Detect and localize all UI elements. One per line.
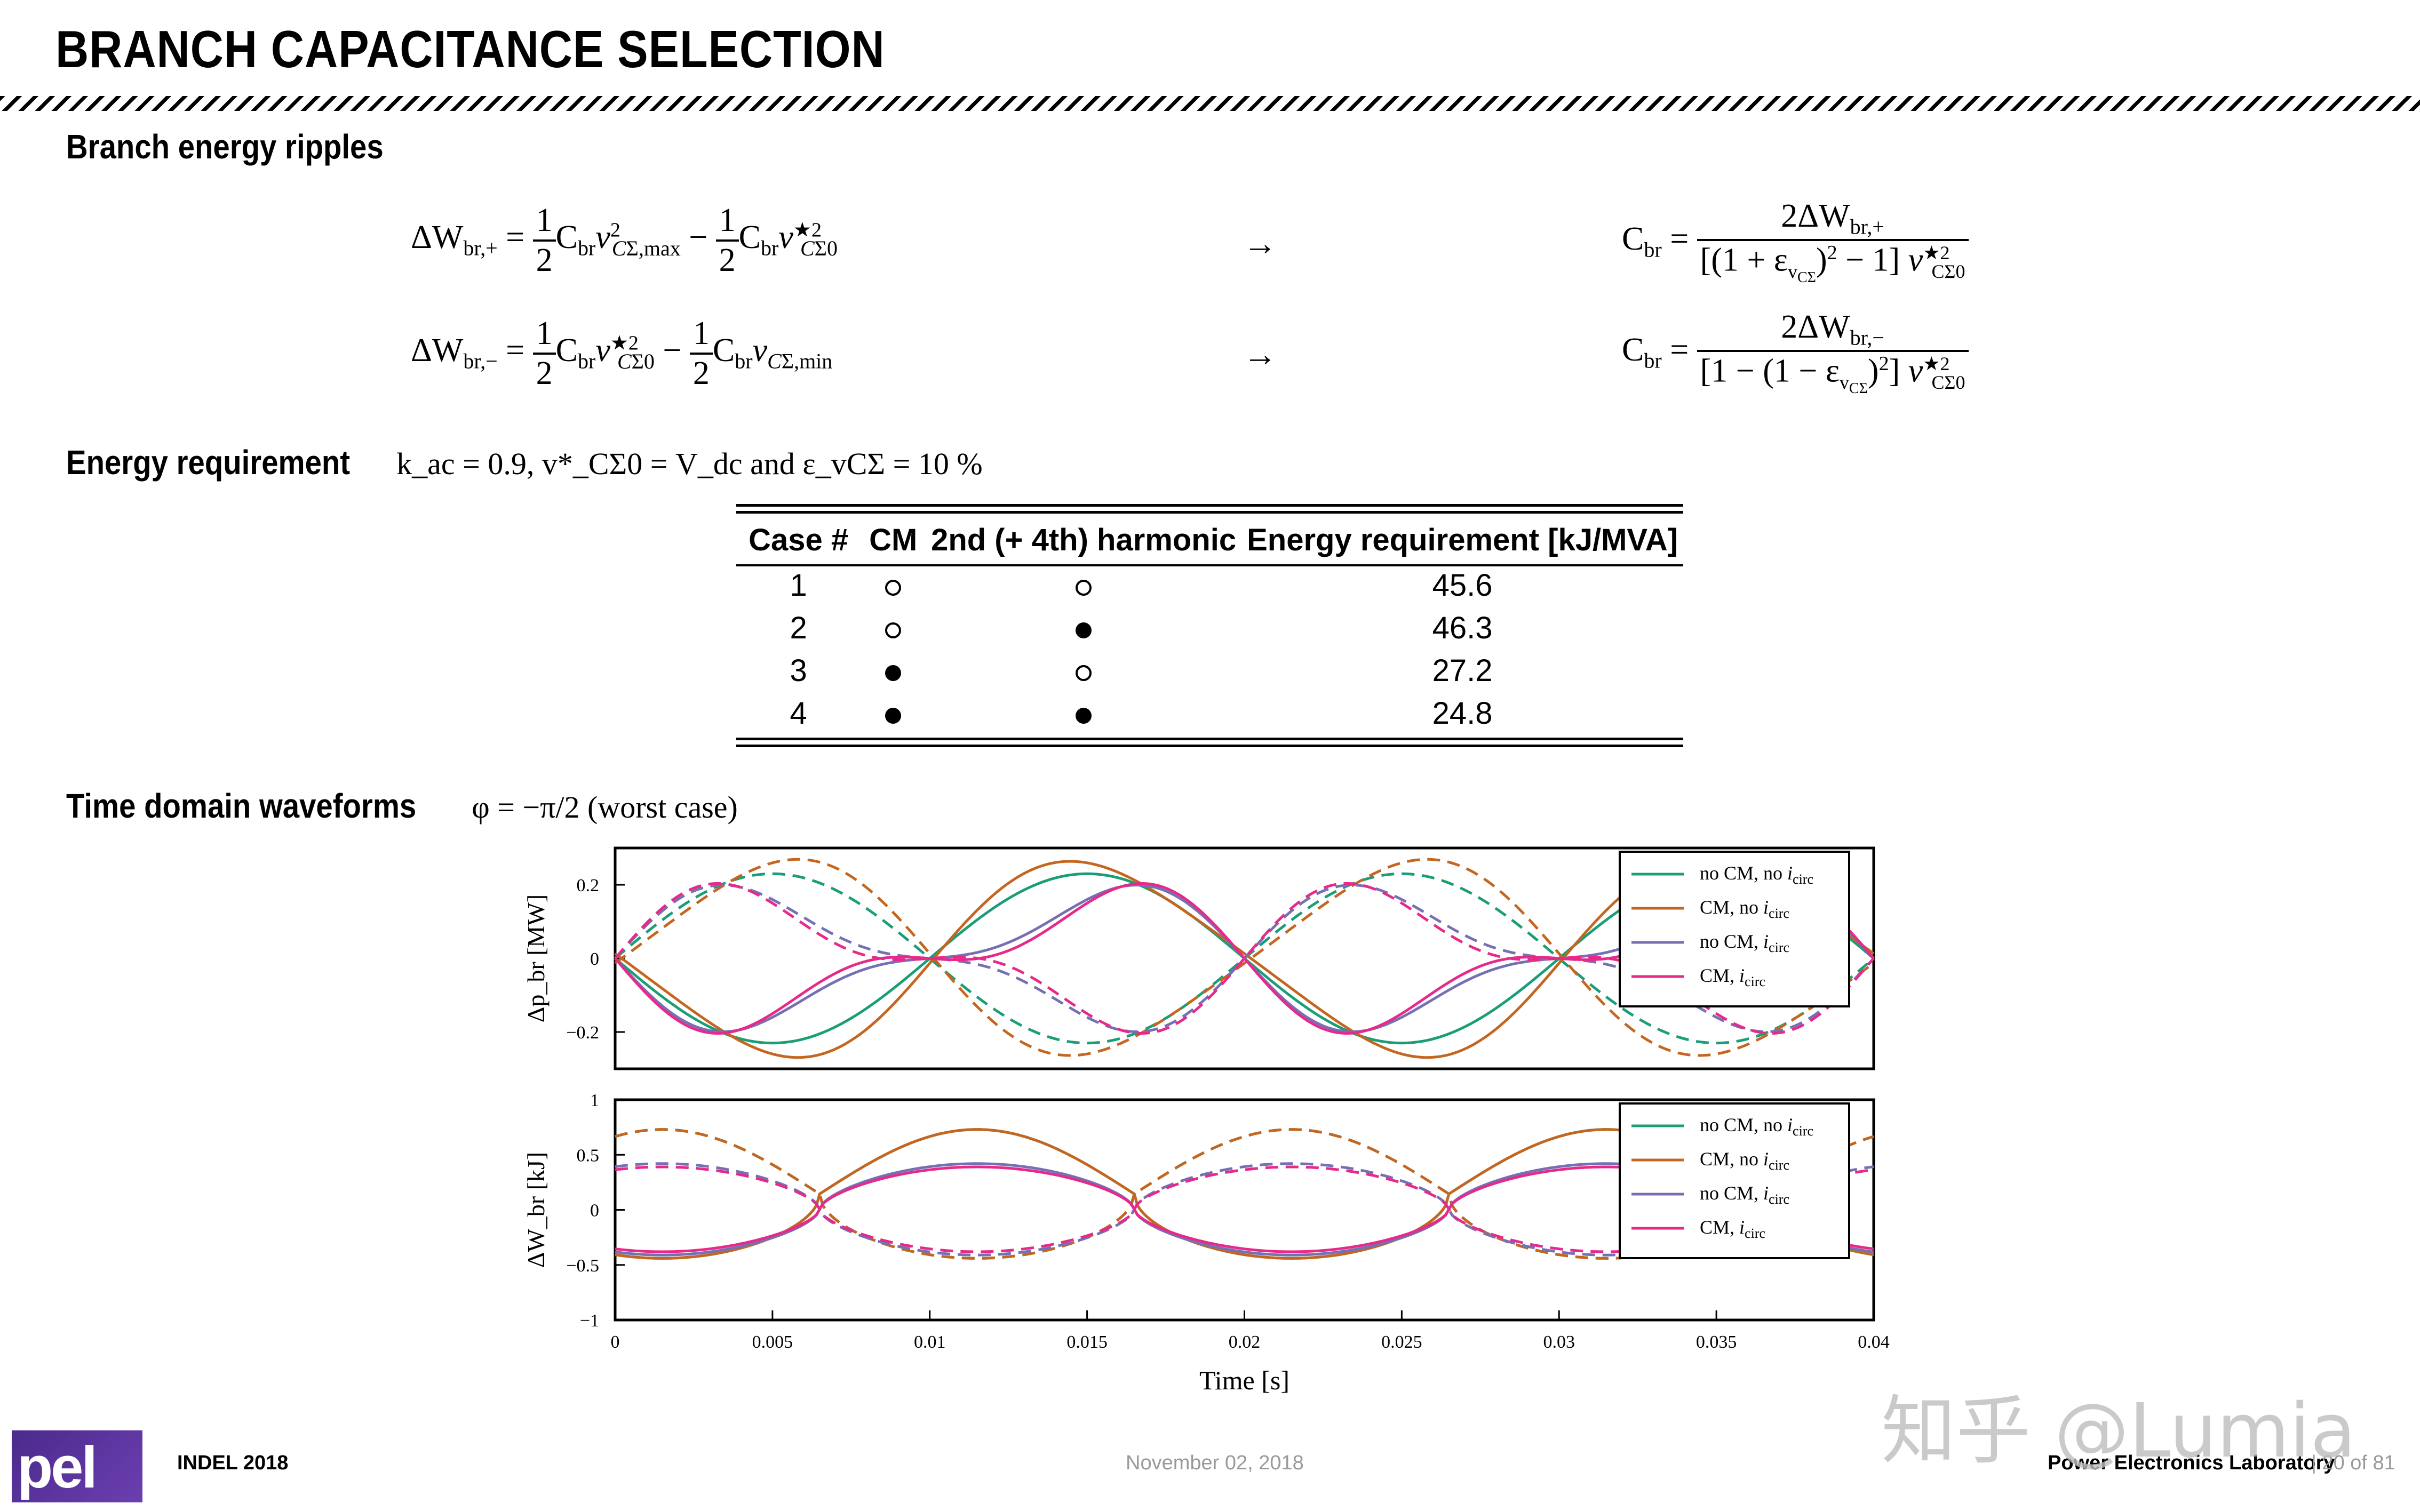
cell-energy: 27.2 (1432, 653, 1493, 688)
cell-energy: 45.6 (1432, 567, 1493, 603)
cell-harmonic (926, 649, 1241, 692)
cell-energy: 46.3 (1432, 610, 1493, 645)
equation-2: ΔWbr,− = 1 2 Cbrv★2CΣ0 − 1 2 CbrvCΣ,min (411, 315, 833, 391)
table-header-energy: Energy requirement [kJ/MVA] (1247, 522, 1678, 557)
chart2-series-4-dashed (615, 1165, 1874, 1253)
chart2-xtick-label: 0.01 (914, 1332, 946, 1352)
time-domain-line: Time domain waveforms φ = −π/2 (worst ca… (66, 786, 738, 826)
chart2-xlabel: Time [s] (1199, 1365, 1289, 1395)
chart2-xtick-label: 0.005 (752, 1332, 793, 1352)
table-header-cm: CM (869, 522, 918, 557)
table-row: 3 27.2 (736, 649, 1683, 692)
chart1-series-4-dashed (614, 882, 1875, 1035)
chart2-ytick-label: 0.5 (577, 1146, 600, 1165)
footer-lab: Power Electronics Laboratory (2048, 1452, 2335, 1474)
chart1-ylabel: Δp_br [MW] (522, 894, 550, 1022)
chart2-legend-label: no CM, no icirc (1700, 1114, 1813, 1139)
cell-cm (861, 692, 926, 734)
cell-harmonic (926, 692, 1241, 734)
cell-case: 1 (790, 567, 807, 603)
energy-requirement-table: Case # CM 2nd (+ 4th) harmonic Energy re… (736, 504, 1683, 734)
table-rule-top-inner (736, 511, 1683, 514)
cell-case: 3 (790, 653, 807, 688)
chart2-xtick-label: 0 (611, 1332, 620, 1352)
pel-logo: pel (12, 1430, 142, 1502)
equation-1: ΔWbr,+ = 1 2 Cbrv2CΣ,max − 1 2 Cbrv★2CΣ0 (411, 202, 838, 278)
table-header-case: Case # (749, 522, 849, 557)
chart2-legend-label: CM, icirc (1700, 1217, 1765, 1241)
open-circle-icon (885, 622, 902, 638)
energy-requirement-line: Energy requirement k_ac = 0.9, v*_CΣ0 = … (66, 443, 983, 482)
cell-case: 2 (790, 610, 807, 645)
chart2-ytick-label: −0.5 (566, 1256, 599, 1276)
chart1-legend-box (1619, 851, 1850, 1007)
chart1-legend-label: CM, no icirc (1700, 897, 1789, 921)
filled-circle-icon (885, 665, 902, 681)
pel-logo-text: pel (17, 1435, 98, 1500)
chart1-legend-label: no CM, no icirc (1700, 862, 1813, 887)
cell-cm (861, 649, 926, 692)
cell-cm (861, 606, 926, 649)
chart2-ytick-label: 0 (590, 1201, 599, 1221)
chart1-ytick-label: 0.2 (577, 876, 600, 895)
table-body: 1 45.6 2 46.3 3 27.2 4 24.8 (736, 564, 1683, 734)
table-row: 4 24.8 (736, 692, 1683, 734)
cell-energy: 24.8 (1432, 695, 1493, 731)
chart2-xtick-label: 0.02 (1229, 1332, 1261, 1352)
footer-date: November 02, 2018 (1126, 1452, 1304, 1474)
implies-arrow-1: → (1243, 225, 1277, 262)
table-header-harmonic: 2nd (+ 4th) harmonic (931, 522, 1237, 557)
chart1-legend-label: no CM, icirc (1700, 931, 1789, 955)
open-circle-icon (885, 579, 902, 596)
table-row: 2 46.3 (736, 606, 1683, 649)
table-rule-top (736, 504, 1683, 507)
cell-harmonic (926, 606, 1241, 649)
chart2-xtick-label: 0.025 (1381, 1332, 1422, 1352)
equation-1-result: Cbr = 2ΔWbr,+ [(1 + εvCΣ)2 − 1] v★2CΣ0 (1622, 197, 1969, 287)
chart1-ytick-label: 0 (590, 949, 599, 969)
cell-harmonic (926, 564, 1241, 606)
chart2-legend-label: CM, no icirc (1700, 1148, 1789, 1173)
energy-requirement-math: k_ac = 0.9, v*_CΣ0 = V_dc and ε_vCΣ = 10… (388, 446, 983, 481)
equation-2-result: Cbr = 2ΔWbr,− [1 − (1 − εvCΣ)2] v★2CΣ0 (1622, 308, 1969, 398)
filled-circle-icon (1076, 707, 1092, 724)
chart1-ytick-label: −0.2 (566, 1023, 599, 1043)
filled-circle-icon (885, 707, 902, 724)
chart2-xtick-label: 0.015 (1066, 1332, 1108, 1352)
filled-circle-icon (1076, 622, 1092, 638)
chart2-legend-box (1619, 1102, 1850, 1259)
cell-case: 4 (790, 695, 807, 731)
chart2-legend-label: no CM, icirc (1700, 1182, 1789, 1207)
open-circle-icon (1076, 665, 1092, 681)
footer-conference: INDEL 2018 (177, 1452, 289, 1474)
open-circle-icon (1076, 579, 1092, 596)
watermark: 知乎 @Lumia (1881, 1388, 2356, 1475)
chart2-xtick-label: 0.04 (1858, 1332, 1890, 1352)
energy-requirement-label: Energy requirement (66, 443, 351, 482)
chart2-ylabel: ΔW_br [kJ] (522, 1152, 550, 1268)
time-domain-label: Time domain waveforms (66, 787, 417, 825)
chart2-xtick-label: 0.03 (1543, 1332, 1575, 1352)
time-domain-math: φ = −π/2 (worst case) (464, 790, 738, 825)
table-rule-bottom-inner (736, 745, 1683, 747)
cell-cm (861, 564, 926, 606)
chart2-ytick-label: −1 (580, 1311, 599, 1331)
title-hatch-divider (0, 96, 2420, 111)
footer-page-number: | 20 of 81 (2311, 1452, 2395, 1474)
section-branch-energy-ripples: Branch energy ripples (66, 127, 384, 166)
chart1-series-2-dashed (614, 858, 1875, 1057)
slide-title: BRANCH CAPACITANCE SELECTION (55, 20, 885, 78)
chart1-legend-label: CM, icirc (1700, 965, 1765, 989)
table-rule-mid (736, 564, 1683, 566)
table-rule-bottom (736, 738, 1683, 740)
table-row: 1 45.6 (736, 564, 1683, 606)
chart2-ytick-label: 1 (590, 1091, 599, 1110)
chart2-xtick-label: 0.035 (1696, 1332, 1737, 1352)
implies-arrow-2: → (1243, 335, 1277, 373)
